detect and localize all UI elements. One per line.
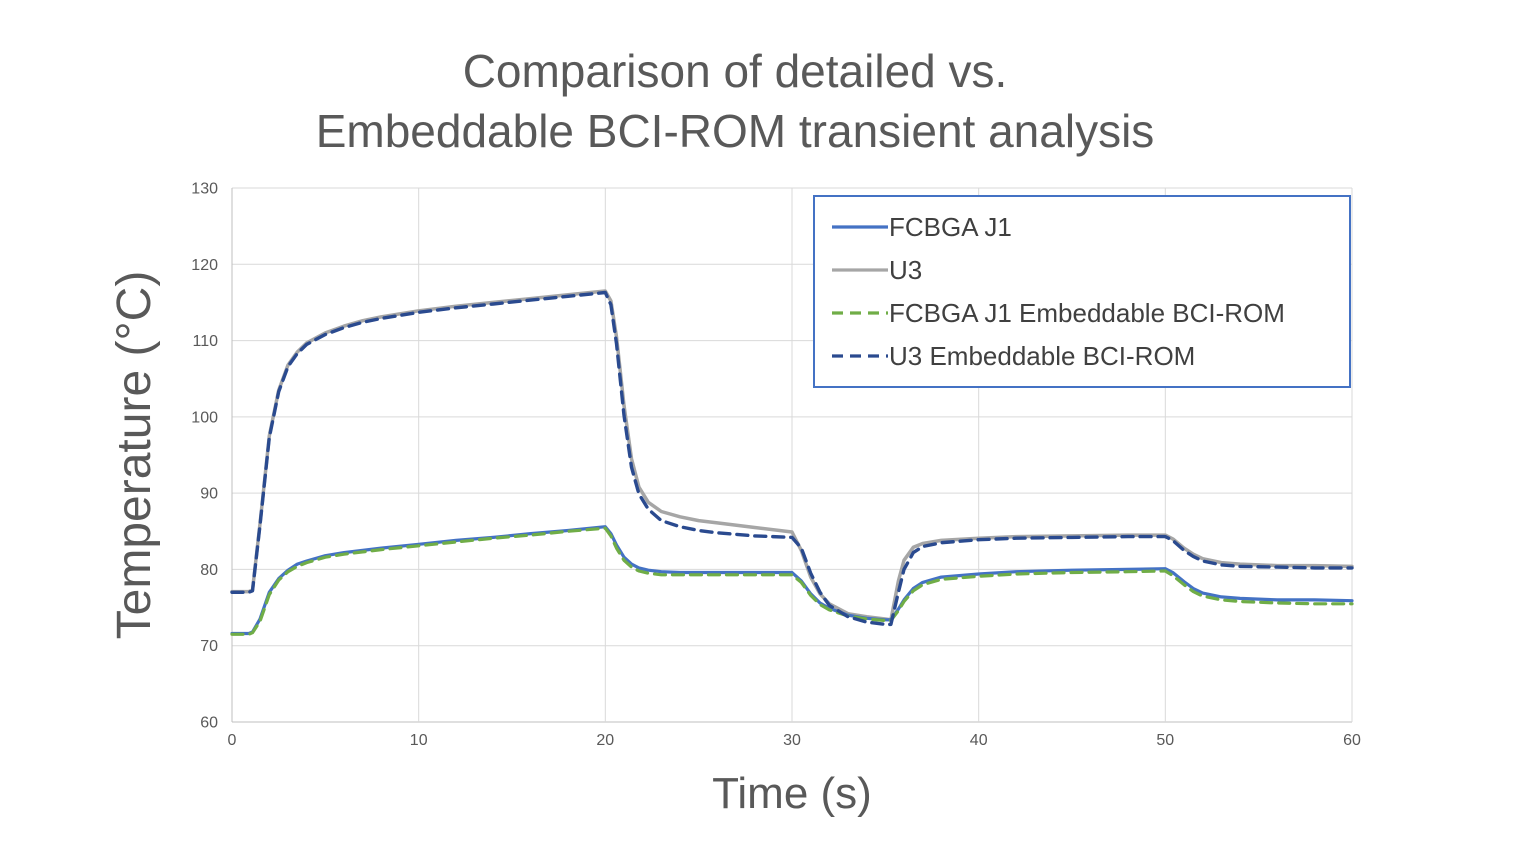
x-tick-label: 0 <box>228 732 237 749</box>
series-line-fcbga-j1-embeddable-bci-rom <box>230 526 1354 636</box>
y-tick-label: 110 <box>192 333 218 350</box>
y-tick-label: 60 <box>200 715 218 732</box>
chart-title: Comparison of detailed vs. Embeddable BC… <box>0 42 1470 162</box>
legend-item-u3: U3 <box>831 257 1349 283</box>
x-tick-label: 40 <box>970 732 988 749</box>
legend-item-fcbga-j1-embeddable-bci-rom: FCBGA J1 Embeddable BCI-ROM <box>831 300 1349 326</box>
legend-line-sample-fcbga-j1-embeddable-bci-rom <box>832 311 888 315</box>
legend-line-sample-u3-embeddable-bci-rom <box>832 354 888 358</box>
y-tick-label: 130 <box>191 181 218 198</box>
legend-label: FCBGA J1 <box>889 212 1012 242</box>
x-tick-label: 10 <box>410 732 428 749</box>
legend-item-u3-embeddable-bci-rom: U3 Embeddable BCI-ROM <box>831 343 1349 369</box>
y-axis-title: Temperature (°C) <box>108 271 161 640</box>
x-tick-label: 60 <box>1343 732 1361 749</box>
y-tick-label: 80 <box>200 562 218 579</box>
y-tick-label: 120 <box>191 257 218 274</box>
series-line-fcbga-j1 <box>230 525 1354 636</box>
x-tick-label: 30 <box>783 732 801 749</box>
y-tick-label: 100 <box>191 409 218 426</box>
x-tick-label: 50 <box>1156 732 1174 749</box>
legend-line-sample-fcbga-j1 <box>832 225 888 229</box>
chart-title-line1: Comparison of detailed vs. <box>462 45 1008 97</box>
chart-legend: FCBGA J1 U3 FCBGA J1 Embeddable BCI-ROM U3 … <box>813 195 1351 388</box>
legend-line-sample-u3 <box>832 268 888 272</box>
legend-label: FCBGA J1 Embeddable BCI-ROM <box>889 298 1285 328</box>
y-tick-label: 70 <box>200 638 218 655</box>
x-tick-label: 20 <box>596 732 614 749</box>
chart-title-line2: Embeddable BCI-ROM transient analysis <box>315 104 1155 157</box>
legend-label: U3 <box>889 255 923 285</box>
y-tick-label: 90 <box>200 486 218 503</box>
x-axis-title: Time (s) <box>712 769 872 818</box>
series-line-u3-embeddable-bci-rom <box>230 290 1354 627</box>
legend-item-fcbga-j1: FCBGA J1 <box>831 214 1349 240</box>
legend-label: U3 Embeddable BCI-ROM <box>889 341 1196 371</box>
